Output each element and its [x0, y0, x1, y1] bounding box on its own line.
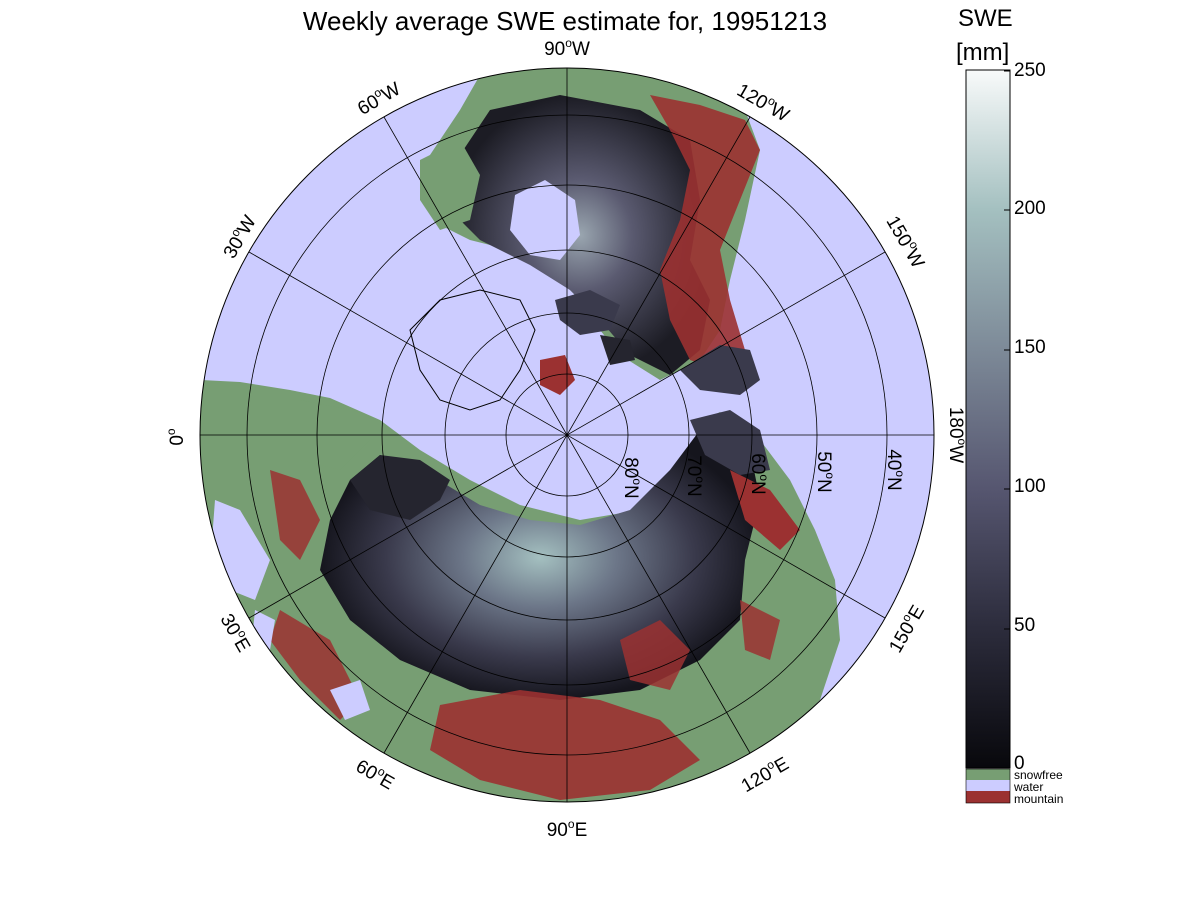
eurasia-mountain-4: [270, 470, 320, 560]
latitude-labels: 80oN 70oN 60oN 50oN 40oN: [620, 449, 907, 499]
legend-label-mountain: mountain: [1014, 792, 1064, 806]
land-layer: [200, 68, 840, 802]
colorbar-title: SWE: [958, 5, 1013, 32]
map-title: Weekly average SWE estimate for, 1995121…: [302, 6, 828, 36]
colorbar-tick-100: 100: [1014, 476, 1046, 497]
colorbar-ticks: [1004, 70, 1010, 769]
archipelago-3: [600, 335, 635, 365]
lat-label-40: 40oN: [883, 449, 907, 491]
alaska-land: [680, 345, 760, 395]
hudson-bay-water: [510, 180, 580, 260]
colorbar-unit: [mm]: [956, 39, 1010, 66]
lat-label-70: 70oN: [683, 455, 707, 497]
lon-label-60e: 60oE: [352, 753, 399, 794]
lon-label-0: 0o: [164, 428, 188, 446]
lat-label-60: 60oN: [747, 453, 771, 495]
lon-label-180w: 180oW: [945, 407, 969, 463]
colorbar-tick-200: 200: [1014, 198, 1046, 219]
scandinavia-land: [350, 455, 450, 520]
eurasia-mountain-1: [430, 690, 700, 800]
chukotka-land: [690, 410, 770, 475]
legend-swatch-snowfree: [966, 769, 1010, 780]
greenland-outline: [409, 289, 536, 411]
colorbar-tick-150: 150: [1014, 337, 1046, 358]
colorbar-tick-250: 250: [1014, 60, 1046, 81]
legend-label-water: water: [1014, 780, 1044, 794]
meridian-150w-30e: [248, 251, 886, 619]
legend-swatch-mountain: [966, 791, 1010, 803]
america-east-snowfree: [420, 140, 480, 230]
lat-label-80: 80oN: [620, 457, 644, 499]
lon-label-90w: 90oW: [544, 36, 590, 60]
lat-label-50: 50oN: [813, 451, 837, 493]
colorbar-tick-50: 50: [1014, 615, 1036, 636]
rockies-mountain: [650, 95, 760, 370]
graticule: [199, 67, 935, 803]
colorbar: [965, 69, 1011, 804]
legend-swatch-water: [966, 780, 1010, 791]
archipelago-1: [555, 290, 620, 335]
colorbar-tick-0: 0: [1014, 753, 1025, 774]
eurasia-mountain-2: [620, 620, 690, 690]
globe-border: [199, 67, 935, 803]
lon-label-90e: 90oE: [547, 817, 588, 841]
lon-label-120e: 120oE: [736, 751, 792, 797]
legend-label-snowfree: snowfree: [1014, 768, 1063, 782]
eurasia-mountain-3: [730, 470, 800, 550]
colorbar-gradient: [965, 69, 1011, 769]
black-sea-water: [330, 680, 370, 720]
eurasia-mountain-6: [740, 600, 780, 660]
legend-frame: [965, 768, 1011, 804]
